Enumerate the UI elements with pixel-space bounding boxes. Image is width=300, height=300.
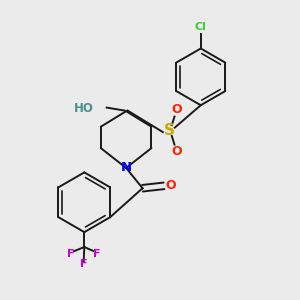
Text: F: F (93, 249, 100, 259)
Text: O: O (172, 103, 182, 116)
Text: Cl: Cl (195, 22, 207, 32)
Text: HO: HO (74, 102, 93, 115)
Text: O: O (165, 179, 176, 192)
Text: N: N (121, 161, 132, 174)
Text: F: F (67, 249, 75, 259)
Text: S: S (164, 123, 175, 138)
Text: F: F (80, 260, 88, 269)
Text: O: O (172, 145, 182, 158)
